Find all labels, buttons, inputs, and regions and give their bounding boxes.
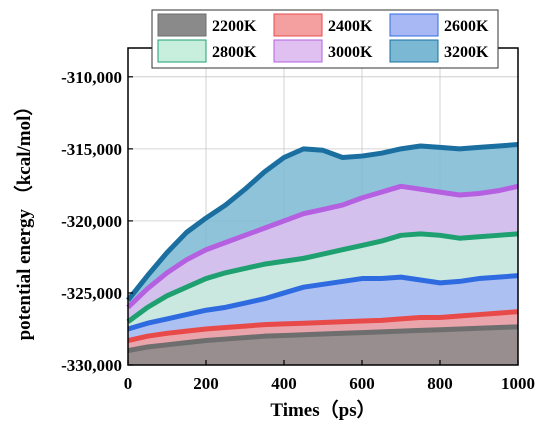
legend-swatch [273,13,323,37]
legend-item-2200K: 2200K [157,13,257,37]
legend-item-3000K: 3000K [273,39,373,63]
y-tick-label: -315,000 [61,140,122,159]
series-lines [126,142,519,354]
legend: 2200K 2400K 2600K 2800K 3000K 3200K [151,9,499,69]
x-axis-ticks: 0 200 400 600 800 1000 [124,360,535,393]
line-3000K [126,183,519,310]
x-tick-label: 1000 [501,374,535,393]
legend-label: 2400K [328,18,373,35]
legend-swatch [273,39,323,63]
line-2800K [126,231,519,324]
x-tick-label: 200 [193,374,219,393]
legend-label: 2600K [444,18,489,35]
legend-item-2600K: 2600K [389,13,489,37]
line-2600K [127,273,519,332]
legend-label: 2800K [212,44,257,61]
legend-item-3200K: 3200K [389,39,489,63]
y-tick-label: -320,000 [61,212,122,231]
x-axis-title: Times（ps） [270,398,375,421]
area-2200K [128,326,518,365]
y-tick-label: -310,000 [61,68,122,87]
legend-box [151,9,499,69]
x-tick-label: 600 [349,374,375,393]
legend-swatch [157,39,207,63]
legend-item-2800K: 2800K [157,39,257,63]
legend-swatch [389,13,439,37]
legend-label: 2200K [212,18,257,35]
y-tick-label: -325,000 [61,284,122,303]
y-axis-ticks: -330,000 -325,000 -320,000 -315,000 -310,000 [61,68,133,375]
x-tick-label: 800 [427,374,453,393]
legend-label: 3000K [328,44,373,61]
y-axis-title: potential energy （kcal/mol） [12,97,35,341]
x-tick-label: 0 [124,374,133,393]
legend-item-2400K: 2400K [273,13,373,37]
legend-swatch [157,13,207,37]
line-3200K [126,142,519,302]
line-2400K [127,309,519,343]
legend-label: 3200K [444,44,489,61]
y-tick-label: -330,000 [61,356,122,375]
line-2200K [127,324,519,354]
x-tick-label: 400 [271,374,297,393]
legend-swatch [389,39,439,63]
